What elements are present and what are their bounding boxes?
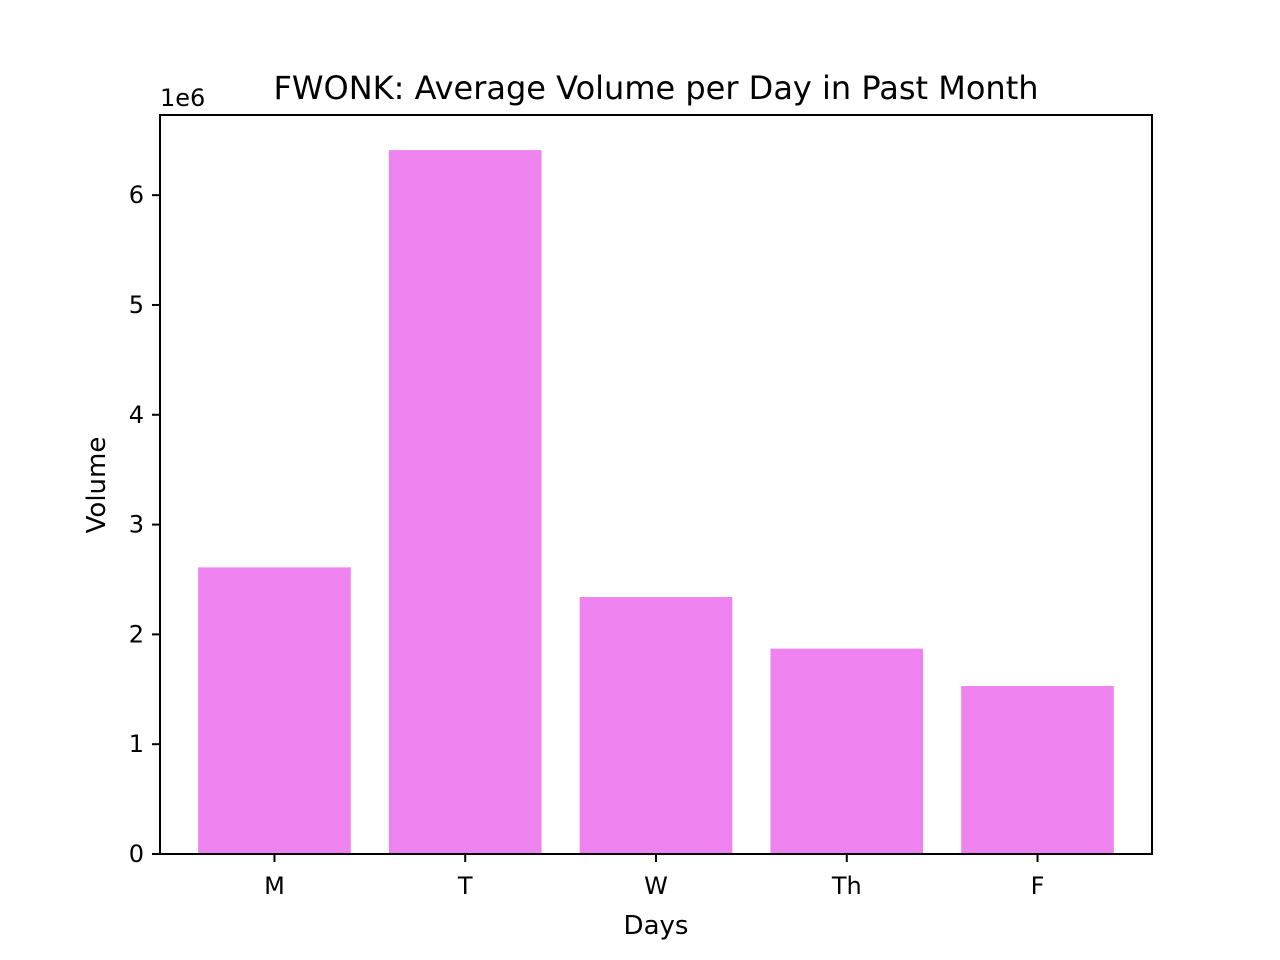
- x-tick-label: T: [457, 872, 473, 900]
- chart-title: FWONK: Average Volume per Day in Past Mo…: [273, 69, 1038, 107]
- x-tick-label: F: [1031, 872, 1045, 900]
- y-tick-label: 3: [129, 511, 144, 539]
- y-offset-label: 1e6: [160, 84, 205, 112]
- bar-f: [961, 685, 1114, 854]
- x-axis-label: Days: [624, 911, 689, 941]
- y-axis-label: Volume: [82, 437, 112, 534]
- bar-t: [388, 150, 542, 854]
- y-axis-ticks: 0 1 2 3 4 5 6: [129, 181, 160, 868]
- y-tick-label: 6: [129, 181, 144, 209]
- y-tick-label: 4: [129, 401, 144, 429]
- plot-frame: [159, 114, 1153, 855]
- bars-group: [198, 150, 1114, 854]
- x-tick-label: M: [264, 872, 285, 900]
- x-axis-ticks: M T W Th F: [264, 854, 1044, 900]
- x-tick-label: W: [644, 872, 668, 900]
- y-tick-label: 1: [129, 730, 144, 758]
- bar-w: [579, 597, 733, 854]
- y-tick-label: 0: [129, 840, 144, 868]
- bar-th: [770, 648, 924, 854]
- y-tick-label: 5: [129, 291, 144, 319]
- x-tick-label: Th: [831, 872, 862, 900]
- bar-m: [198, 567, 351, 854]
- y-tick-label: 2: [129, 620, 144, 648]
